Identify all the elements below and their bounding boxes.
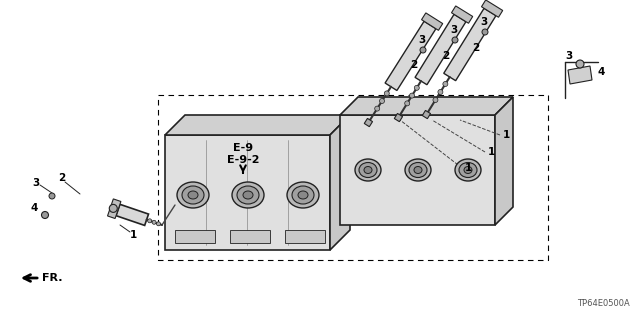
Circle shape xyxy=(49,193,55,199)
Polygon shape xyxy=(385,21,436,91)
Circle shape xyxy=(433,98,438,102)
Circle shape xyxy=(438,90,443,94)
Circle shape xyxy=(576,60,584,68)
Text: 3: 3 xyxy=(450,25,457,35)
Ellipse shape xyxy=(409,163,427,178)
Circle shape xyxy=(148,219,152,223)
Circle shape xyxy=(482,29,488,35)
Text: 4: 4 xyxy=(30,203,37,213)
Circle shape xyxy=(414,85,419,90)
Ellipse shape xyxy=(455,159,481,181)
Text: 3: 3 xyxy=(32,178,39,188)
Polygon shape xyxy=(481,0,502,17)
Circle shape xyxy=(420,47,426,53)
Text: TP64E0500A: TP64E0500A xyxy=(577,299,630,308)
Polygon shape xyxy=(330,115,350,250)
Circle shape xyxy=(380,99,385,103)
Circle shape xyxy=(152,220,156,224)
Ellipse shape xyxy=(232,182,264,208)
Circle shape xyxy=(404,101,410,106)
Text: 2: 2 xyxy=(442,51,449,61)
Ellipse shape xyxy=(464,166,472,173)
Text: 3: 3 xyxy=(418,35,425,45)
Circle shape xyxy=(452,37,458,43)
Polygon shape xyxy=(340,115,495,225)
Ellipse shape xyxy=(405,159,431,181)
Polygon shape xyxy=(165,135,330,250)
Circle shape xyxy=(42,212,49,219)
Text: 2: 2 xyxy=(472,43,479,53)
Polygon shape xyxy=(175,230,215,243)
Polygon shape xyxy=(422,110,431,119)
Text: 2: 2 xyxy=(58,173,65,183)
Polygon shape xyxy=(495,97,513,225)
Ellipse shape xyxy=(414,166,422,173)
Ellipse shape xyxy=(359,163,377,178)
Polygon shape xyxy=(364,118,372,127)
Ellipse shape xyxy=(182,186,204,204)
Circle shape xyxy=(157,222,161,226)
Circle shape xyxy=(374,106,380,111)
Text: E-9: E-9 xyxy=(233,143,253,153)
Text: E-9-2: E-9-2 xyxy=(227,155,259,165)
Text: 1: 1 xyxy=(130,230,137,240)
Ellipse shape xyxy=(298,191,308,199)
Ellipse shape xyxy=(237,186,259,204)
Text: 2: 2 xyxy=(410,60,417,70)
Polygon shape xyxy=(285,230,325,243)
Ellipse shape xyxy=(188,191,198,199)
Text: 1: 1 xyxy=(465,163,472,173)
Circle shape xyxy=(109,204,117,212)
Circle shape xyxy=(443,82,448,86)
Ellipse shape xyxy=(287,182,319,208)
Ellipse shape xyxy=(355,159,381,181)
Polygon shape xyxy=(116,204,148,225)
Bar xyxy=(158,95,548,260)
Polygon shape xyxy=(394,113,403,122)
Circle shape xyxy=(384,91,389,96)
Ellipse shape xyxy=(177,182,209,208)
Polygon shape xyxy=(340,97,513,115)
Polygon shape xyxy=(415,14,466,85)
Circle shape xyxy=(410,93,415,98)
Polygon shape xyxy=(165,115,350,135)
Ellipse shape xyxy=(364,166,372,173)
Polygon shape xyxy=(451,6,473,23)
Text: 1: 1 xyxy=(488,147,495,157)
Text: 3: 3 xyxy=(480,17,487,27)
Text: 4: 4 xyxy=(597,67,604,77)
Ellipse shape xyxy=(292,186,314,204)
Polygon shape xyxy=(108,199,121,219)
Ellipse shape xyxy=(243,191,253,199)
Polygon shape xyxy=(422,13,443,30)
Text: 3: 3 xyxy=(565,51,572,61)
Polygon shape xyxy=(444,8,496,81)
Polygon shape xyxy=(230,230,270,243)
Text: FR.: FR. xyxy=(42,273,63,283)
Ellipse shape xyxy=(459,163,477,178)
Text: 1: 1 xyxy=(503,130,510,140)
Polygon shape xyxy=(568,66,592,84)
